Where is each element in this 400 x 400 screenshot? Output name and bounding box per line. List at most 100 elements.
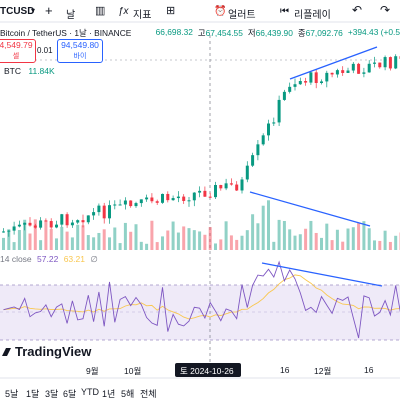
range[interactable]: 전체 [140, 389, 157, 399]
volume-bar [92, 237, 96, 250]
rsi-legend: 14 close 57.22 63.21 ∅ [0, 254, 98, 265]
legend-title: Bitcoin / TetherUS · 1날 · BINANCE [0, 28, 132, 38]
chart-type[interactable]: ▥ [95, 5, 106, 17]
volume-bar [49, 228, 53, 250]
sell-button[interactable]: 4,549.79 셀 [0, 39, 36, 63]
volume-bar [357, 222, 361, 250]
volume-bar [335, 229, 339, 250]
buy-price: 94,549.80 [61, 40, 99, 50]
candle-body [330, 72, 334, 75]
close: 67,092.76 [305, 28, 343, 38]
candle-body [304, 81, 308, 83]
range[interactable]: 6달 [63, 389, 77, 399]
candle-body [28, 222, 32, 226]
rsi-line [3, 260, 400, 339]
buy-button[interactable]: 94,549.80 바이 [57, 39, 103, 63]
candle-body [12, 226, 16, 231]
alert-icon: ⏰ [214, 6, 227, 17]
volume-bar [267, 200, 270, 250]
range[interactable]: 3달 [45, 389, 59, 399]
volume-bar [272, 241, 276, 250]
candle-body [39, 220, 43, 228]
indicators[interactable]: 지표 [133, 10, 152, 21]
candle-body [118, 204, 122, 206]
candle-body [166, 193, 170, 201]
volume-bar [203, 234, 207, 250]
redo[interactable]: ↷ [380, 3, 391, 17]
volume-bar [346, 228, 350, 250]
volume-bar [309, 220, 313, 250]
low-label: 저 [247, 28, 256, 38]
volume-bar [388, 241, 392, 250]
volume-bar [256, 223, 260, 250]
chevron[interactable]: ▾ [31, 6, 36, 15]
candle-body [2, 231, 5, 233]
range[interactable]: 1달 [26, 389, 40, 399]
time-label: 9월 [86, 366, 99, 376]
volume-bar [182, 226, 186, 250]
candle-body [341, 70, 345, 73]
close-label: 종 [297, 28, 306, 38]
candle-body [7, 230, 11, 232]
volume-bar [245, 230, 249, 250]
volume-bar [86, 235, 90, 250]
volume-bar [330, 240, 334, 250]
candle-body [102, 205, 106, 219]
candle-body [245, 165, 249, 180]
volume-bar [44, 220, 48, 250]
volume-bar [150, 220, 154, 250]
candle-body [367, 63, 371, 73]
volume-bar [219, 239, 223, 250]
candle-body [362, 72, 366, 74]
volume-bar [113, 227, 117, 250]
range[interactable]: 1년 [102, 389, 116, 399]
candle-body [235, 184, 239, 191]
volume-label: BTC [4, 66, 21, 76]
candle-body [187, 200, 191, 202]
candle-body [134, 203, 138, 207]
range[interactable]: YTD [81, 387, 99, 397]
volume-bar [261, 205, 265, 250]
interval[interactable]: 날 [66, 10, 76, 21]
candle-body [267, 123, 270, 136]
replay[interactable]: 리플레이 [294, 10, 331, 21]
undo[interactable]: ↶ [352, 3, 363, 17]
low: 66,439.90 [255, 28, 293, 38]
volume-bar [341, 241, 345, 250]
volume-bar [320, 237, 323, 250]
candle-body [129, 200, 133, 207]
layout-icon[interactable]: ⊞ [166, 5, 176, 17]
legend: Bitcoin / TetherUS · 1날 · BINANCE 66,698… [0, 27, 400, 39]
symbol[interactable]: TCUSD [0, 6, 35, 17]
range[interactable]: 5해 [121, 389, 135, 399]
volume-bar [39, 240, 43, 250]
add-button[interactable]: + [45, 3, 53, 18]
candle-body [113, 204, 117, 206]
time-label: 10월 [124, 366, 142, 376]
candle-body [325, 72, 329, 82]
candle-body [33, 225, 37, 228]
volume-bar [176, 232, 180, 250]
rsi-ma: 63.21 [63, 254, 85, 264]
candle-body [92, 212, 96, 216]
volume-bar [171, 221, 175, 250]
volume-bar [55, 238, 58, 250]
candle-body [76, 220, 80, 223]
candle-body [373, 62, 376, 64]
volume-bar [282, 220, 286, 250]
volume-bar [214, 243, 217, 250]
candle-body [192, 192, 196, 201]
volume-bar [293, 235, 297, 250]
crosshair-label-bg [175, 363, 241, 377]
volume-bar [108, 237, 111, 250]
alert[interactable]: 얼러트 [228, 10, 256, 21]
candle-body [240, 179, 244, 191]
candle-body [65, 214, 69, 226]
range[interactable]: 5날 [5, 389, 19, 399]
candle-body [282, 91, 286, 100]
volume-bar [187, 228, 191, 250]
candle-body [229, 183, 233, 185]
volume-bar [378, 240, 382, 250]
volume-bar [139, 241, 143, 250]
